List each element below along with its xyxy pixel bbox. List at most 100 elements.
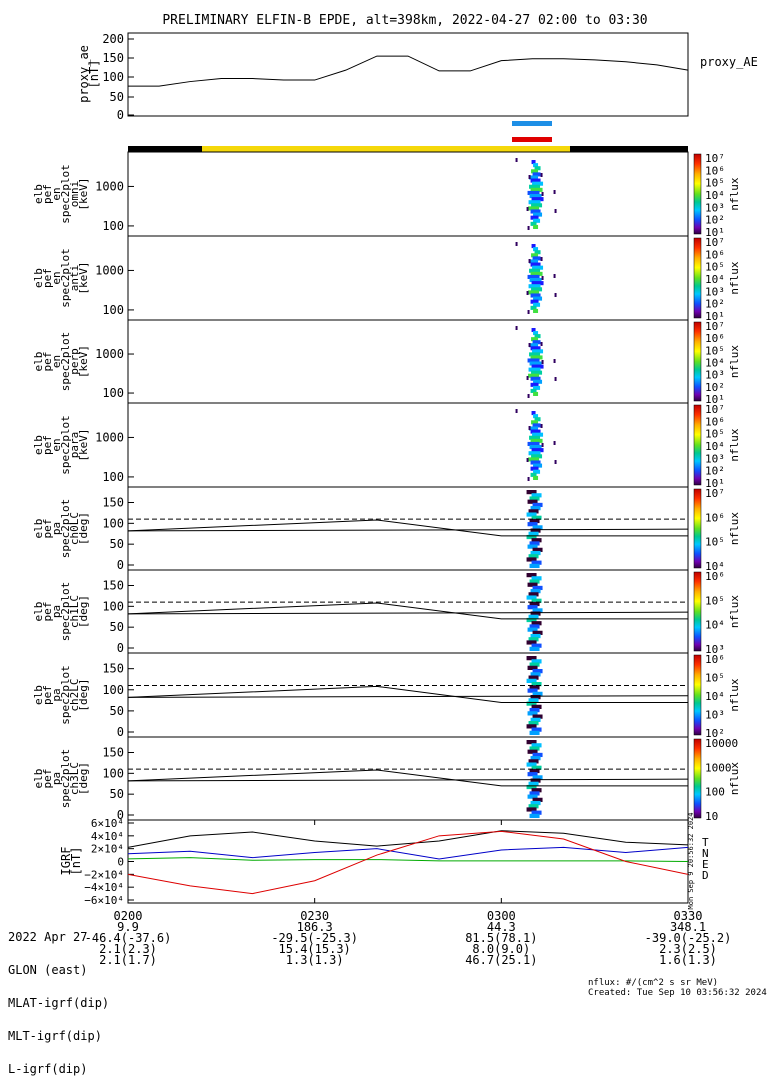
spectro-speck — [528, 426, 531, 430]
spectro-cell — [532, 172, 541, 177]
spectro-cell — [533, 385, 541, 390]
panel-ylabel: spec2plot — [59, 582, 72, 642]
spectro-cell — [528, 373, 540, 378]
spectro-cell — [530, 382, 539, 387]
spectro-cell — [531, 743, 542, 748]
panel-frame-ch3LC — [127, 736, 689, 821]
igrf-ytick-label: −2×10⁴ — [84, 868, 124, 881]
panel-ylabel: [deg] — [77, 762, 90, 795]
loss-cone-line — [127, 519, 688, 537]
colorbar-tick-label: 10⁷ — [705, 236, 725, 249]
spectro-speck — [554, 377, 557, 381]
spectro-cell — [528, 637, 539, 642]
igrf-legend: E — [702, 858, 709, 871]
spectro-speck — [515, 242, 518, 246]
panel-ylabel: elb — [32, 352, 45, 372]
panel-ylabel: elb — [32, 769, 45, 789]
bottom-value: -39.0(-25.2) — [645, 931, 732, 945]
panel-ylabel: perp — [68, 348, 81, 375]
bottom-value: 2.3(2.5) — [659, 942, 717, 956]
spectro-cell — [530, 589, 541, 594]
spectro-cell — [532, 714, 543, 719]
spectro-cell — [529, 746, 540, 751]
spectro-speck — [553, 441, 556, 445]
colorbar-tick-label: 10⁴ — [705, 440, 725, 453]
side-stamp: Mon Sep 9 20:56:32 2024 — [687, 813, 695, 910]
spectro-cell — [526, 701, 537, 706]
anti-loss-cone-line — [127, 611, 689, 615]
spectro-cell — [530, 221, 537, 226]
spectro-cell — [526, 573, 537, 578]
spectro-cell — [526, 678, 537, 683]
panel-ylabel: spec2plot — [59, 332, 72, 392]
yellow-track-bar — [202, 146, 570, 152]
spectro-cell — [532, 340, 541, 345]
spectro-cell — [531, 560, 542, 565]
colorbar-tick-label: 10² — [705, 298, 725, 311]
ae-line — [128, 55, 689, 87]
panel-frame-ch0LC — [127, 486, 689, 571]
spectro-cell — [528, 290, 540, 295]
spectro-cell — [532, 669, 543, 674]
spectro-cell — [532, 502, 543, 508]
panel-ytick-label: 0 — [117, 641, 124, 655]
colorbar-tick-label: 10³ — [705, 201, 725, 214]
spectro-cell — [532, 432, 544, 437]
spectro-cell — [528, 614, 539, 619]
panel-ylabel: ch3LC — [68, 762, 81, 795]
spectro-cell — [529, 426, 539, 431]
colorbar — [693, 404, 702, 486]
colorbar-label: nflux — [728, 512, 741, 545]
panel-ytick-label: 0 — [117, 558, 124, 572]
spectro-cell — [531, 197, 544, 202]
bottom-value: -46.4(-37.6) — [85, 931, 172, 945]
colorbar-tick-label: 10⁷ — [705, 152, 725, 165]
colorbar-tick-label: 10² — [705, 727, 725, 740]
bottom-value: 1.3(1.3) — [286, 953, 344, 967]
chart-canvas: PRELIMINARY ELFIN-B EPDE, alt=398km, 202… — [32, 13, 758, 967]
colorbar-tick-label: 10¹ — [705, 393, 725, 406]
panel-ylabel: ch1LC — [68, 595, 81, 628]
spectro-cell — [526, 656, 537, 661]
spectro-cell — [531, 810, 542, 815]
colorbar-label: nflux — [728, 762, 741, 795]
spectro-cell — [529, 194, 542, 199]
spectro-cell — [530, 466, 539, 471]
colorbar-tick-label: 10⁵ — [705, 344, 725, 357]
spectro-cell — [532, 775, 543, 780]
panel-ylabel: spec2plot — [59, 164, 72, 224]
panel-ytick-label: 150 — [102, 746, 124, 760]
spectro-speck — [526, 458, 529, 462]
footnote-created: Created: Tue Sep 10 03:56:32 2024 — [588, 988, 767, 998]
spectro-cell — [532, 797, 543, 802]
spectro-cell — [531, 788, 542, 793]
spectro-cell — [527, 190, 540, 195]
spectro-cell — [533, 391, 539, 396]
spectro-cell — [530, 756, 541, 761]
spectro-cell — [527, 274, 540, 279]
spectro-cell — [531, 659, 542, 664]
colorbar-label: nflux — [728, 678, 741, 711]
spectro-speck — [527, 310, 530, 314]
spectro-cell — [528, 759, 539, 764]
spectro-cell — [526, 534, 537, 540]
spectro-cell — [530, 438, 543, 443]
colorbar-tick-label: 10³ — [705, 643, 725, 656]
colorbar-tick-label: 10⁶ — [705, 415, 725, 428]
bottom-value: 9.9 — [117, 920, 139, 934]
igrf-legend: N — [702, 847, 709, 860]
spectro-cell — [527, 358, 540, 363]
spectro-cell — [526, 762, 537, 767]
spectro-cell — [532, 608, 543, 613]
spectro-cell — [531, 281, 544, 286]
spectro-cell — [529, 646, 540, 651]
panel-ylabel: pef — [41, 435, 54, 455]
panel-ylabel: pef — [41, 769, 54, 789]
spectro-cell — [531, 337, 539, 342]
bottom-value: 2.1(1.7) — [99, 953, 157, 967]
colorbar — [693, 738, 702, 819]
panel-frame-anti — [127, 235, 689, 321]
spectro-cell — [530, 262, 541, 267]
colorbar-tick-label: 10¹ — [705, 226, 725, 239]
spectro-cell — [526, 807, 537, 812]
